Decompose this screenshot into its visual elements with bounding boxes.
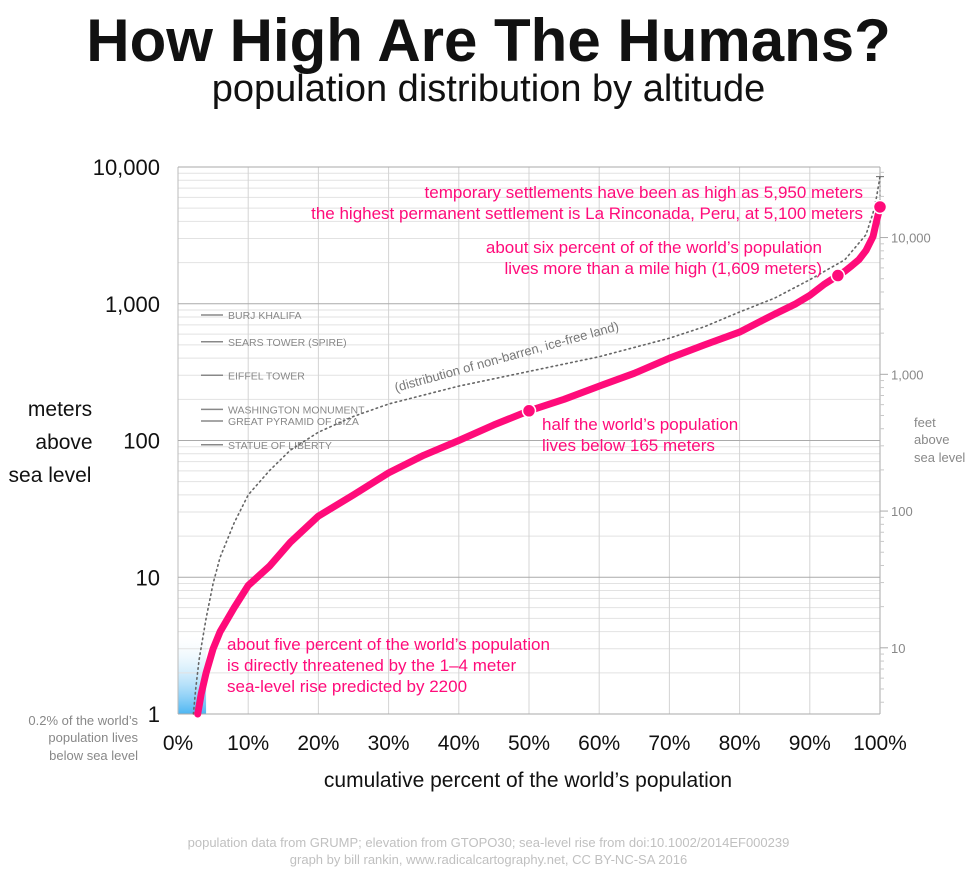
y-axis-title-line-1: meters (28, 398, 92, 421)
landmark-label: EIFFEL TOWER (228, 370, 305, 382)
y2-axis-title-line-1: feet (914, 415, 936, 430)
x-axis-title: cumulative percent of the world’s popula… (324, 769, 732, 792)
annotation-sea-1: about five percent of the world’s popula… (227, 635, 550, 654)
page-title: How High Are The Humans? (86, 7, 891, 74)
footer-sources: population data from GRUMP; elevation fr… (187, 835, 790, 850)
x-tick-label: 30% (368, 732, 410, 755)
landmark-label: STATUE OF LIBERTY (228, 440, 332, 452)
y2-axis-title-line-3: sea level (914, 450, 965, 465)
footer-credits: graph by bill rankin, www.radicalcartogr… (289, 852, 688, 867)
x-tick-label: 70% (648, 732, 690, 755)
annotation-below-3: below sea level (49, 748, 138, 763)
landmark-label: BURJ KHALIFA (228, 310, 302, 322)
y-tick-label: 1,000 (105, 292, 160, 317)
landmark-label: GREAT PYRAMID OF GIZA (228, 416, 359, 428)
y-axis-title-line-2: above (35, 431, 92, 454)
annotation-below-2: population lives (48, 730, 138, 745)
y-tick-label: 10,000 (93, 155, 160, 180)
y-tick-label: 1 (148, 702, 160, 727)
annotation-mile-1: about six percent of of the world’s popu… (486, 238, 822, 257)
annotation-half-1: half the world’s population (542, 415, 738, 434)
x-tick-label: 50% (508, 732, 550, 755)
land-distribution-line (192, 175, 881, 715)
population-marker (872, 199, 888, 215)
y2-tick-label: 10,000 (891, 231, 931, 246)
x-tick-label: 90% (789, 732, 831, 755)
x-tick-label: 0% (163, 732, 193, 755)
y-tick-label: 10 (136, 565, 160, 590)
x-tick-label: 80% (719, 732, 761, 755)
population-marker (521, 403, 537, 419)
annotation-sea-2: is directly threatened by the 1–4 meter (227, 656, 516, 675)
population-line (194, 203, 884, 718)
x-tick-label: 40% (438, 732, 480, 755)
x-tick-label: 60% (578, 732, 620, 755)
x-tick-label: 20% (297, 732, 339, 755)
x-tick-label: 10% (227, 732, 269, 755)
y2-tick-label: 1,000 (891, 367, 924, 382)
annotation-permanent: the highest permanent settlement is La R… (311, 204, 863, 223)
population-marker (830, 268, 846, 283)
x-tick-label: 100% (853, 732, 907, 755)
annotation-below-1: 0.2% of the world’s (28, 713, 138, 728)
y-axis-title-line-3: sea level (9, 464, 92, 487)
y2-tick-label: 10 (891, 641, 905, 656)
page-subtitle: population distribution by altitude (211, 68, 766, 110)
y2-tick-label: 100 (891, 504, 913, 519)
annotation-temporary: temporary settlements have been as high … (425, 183, 863, 202)
land-distribution-label: (distribution of non-barren, ice-free la… (393, 318, 621, 394)
annotation-sea-3: sea-level rise predicted by 2200 (227, 677, 467, 696)
y2-axis-title-line-2: above (914, 432, 949, 447)
annotation-mile-2: lives more than a mile high (1,609 meter… (505, 259, 822, 278)
landmark-label: SEARS TOWER (SPIRE) (228, 337, 347, 349)
annotation-half-2: lives below 165 meters (542, 436, 715, 455)
landmark-label: WASHINGTON MONUMENT (228, 404, 365, 416)
y-tick-label: 100 (123, 429, 160, 454)
